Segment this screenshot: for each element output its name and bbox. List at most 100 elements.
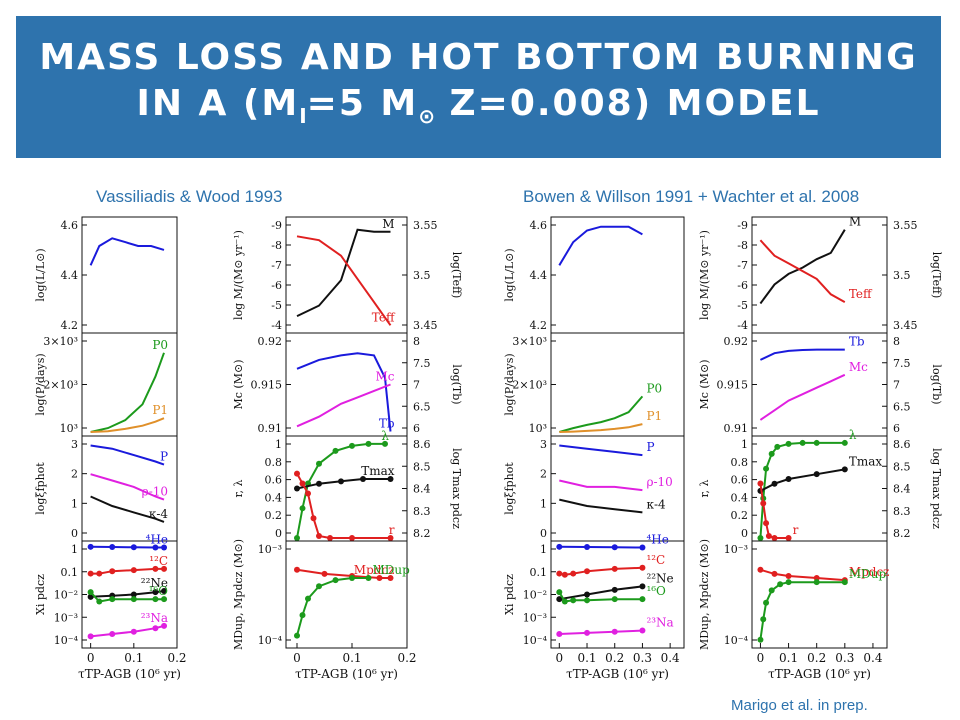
m0-Mc-series-line [296,352,392,432]
m0-X-series-point [109,544,116,551]
m0-rlambda-series-label: r [389,523,395,537]
m0-Mc-series-label: Mc [375,370,394,384]
m1-Mdup-series-point [841,579,848,586]
m0-rlambda-ytick-label: 0.6 [265,474,283,487]
m0-xi-series-line [90,495,165,523]
m0-X-series-label: ¹⁶O [149,584,169,598]
m1-logM-frame [751,216,888,334]
m0-logM-rtick-label: 3.55 [413,219,438,232]
m1-xi-series-line [559,498,643,514]
m0-X-series-label: ⁴He [146,533,168,547]
m1-rlambda-series-point [785,535,792,542]
m0-X-series-point [96,570,103,577]
m0-X-series-point [152,544,159,551]
m0-logL-ytick-label: 4.4 [61,269,79,282]
m0-xi-series-label: ρ-10 [142,485,168,499]
m0-logP-ylabel: log(P/days) [34,353,47,415]
m1-Mc-ylabel: Mc (M⊙) [698,360,711,410]
m0-rlambda-series-point [360,475,366,482]
m0-Mc-ytick-label: 0.91 [258,422,283,435]
m0-xi-ytick-label: 3 [71,438,78,451]
m1-rlambda-rtick-label: 8.2 [893,527,911,540]
m0-X-series-label: ²²Ne [141,576,168,590]
m0-rlambda-rtick-label: 8.6 [413,438,431,451]
m1-X-series-point [584,597,591,604]
m0-X-series-point [109,568,116,575]
m0-logM-series-label: Teff [372,310,396,324]
m1-rlambda-series-point [771,535,778,542]
m1-rlambda-series-point [813,439,820,446]
m0-X-series-label: ¹²C [149,554,168,568]
m1-Mc-rtick-label: 6 [893,422,900,435]
m1-X-ytick-label: 1 [540,543,547,556]
m0-xi-ytick-label: 1 [71,497,78,510]
m1-xi-ytick-label: 2 [540,468,547,481]
m1-rlambda-series-label: r [793,523,799,537]
m1-X-series-point [584,629,591,636]
m0-logM-ytick-label: -4 [271,319,282,332]
m0-logM-ytick-label: -6 [271,279,282,292]
m0-X-series-point [87,633,94,640]
title-sun-symbol: ⊙ [418,104,436,129]
m1-X-series-point [611,628,618,635]
m0-X-series-point [130,544,137,551]
m1-X-series-point [611,586,618,593]
title-line-2-mid: =5 M [306,82,419,124]
m0-logM-ytick-label: -7 [271,259,282,272]
m0-X-xtick-label: 0.1 [124,651,143,665]
m1-X-series-point [611,596,618,603]
m0-X-series-point [161,544,168,551]
m1-logP-ytick-label: 10³ [529,422,547,435]
m1-X-series-point [584,591,591,598]
m0-X-ytick-label: 10⁻³ [54,611,78,624]
m1-rlambda-ytick-label: 0.4 [731,491,749,504]
m1-X-ytick-label: 10⁻³ [523,611,547,624]
m0-rlambda-series-point [294,485,300,492]
m1-rlambda-series-point [785,440,792,447]
m0-Mdup-xtick-label: 0.1 [342,651,361,665]
m1-X-series-point [570,570,577,577]
m1-xi-ylabel: logξfphot [503,462,516,515]
m1-logL-ylabel: log(L/L⊙) [503,248,516,301]
m0-rlambda-rtick-label: 8.4 [413,483,431,496]
m0-logL-frame [81,216,178,334]
m1-rlambda-ytick-label: 1 [741,438,748,451]
m0-rlambda-ytick-label: 0.8 [265,456,283,469]
m1-Mdup-series-point [813,575,820,582]
m0-rlambda-series-point [327,535,333,542]
m0-rlambda-ytick-label: 0.2 [265,509,283,522]
m1-X-series-point [639,596,646,603]
m1-Mdup-series-point [785,579,792,586]
m1-Mdup-series-label: Mpdcz [849,565,890,579]
m0-Mdup-series-point [321,570,328,577]
m1-xi-series-label: P [646,440,654,454]
m1-X-series-label: ¹⁶O [646,584,666,598]
m1-logM-right-ylabel: log(Teff) [930,252,943,299]
m1-xi-series-label: ρ-10 [646,475,672,489]
m1-rlambda-series-point [763,465,770,472]
m1-rlambda-series-line [759,441,845,539]
m1-X-series-point [639,583,646,590]
m0-logM-right-ylabel: log(Teff) [450,252,463,299]
m0-logM-series-line [296,235,392,326]
m1-logM-ytick-label: -4 [737,319,748,332]
m1-X-ylabel: Xi pdcz [503,574,516,615]
m0-logP-ytick-label: 2×10³ [43,379,78,392]
m1-X-series-point [556,570,563,577]
m0-rlambda-series-point [387,475,394,482]
m1-Mdup-series-point [785,572,792,579]
m1-logL-frame [550,216,685,334]
m1-rlambda-series-point [768,450,775,457]
m0-X-series-point [152,596,159,603]
m0-X-series-point [87,589,94,596]
m1-logM-series-line [759,229,846,305]
m0-Mc-rtick-label: 8 [413,335,420,348]
m1-rlambda-series-point [813,471,820,478]
m0-logP-series-label: P0 [152,338,168,352]
m1-X-ytick-label: 0.1 [530,566,548,579]
m1-rlambda-series-label: Tmax [849,454,883,468]
m1-logL-ytick-label: 4.6 [530,219,548,232]
m1-X-series-point [556,631,563,638]
m1-X-xtick-label: 0.3 [633,651,652,665]
m1-Mdup-xtick-label: 0.4 [863,651,882,665]
